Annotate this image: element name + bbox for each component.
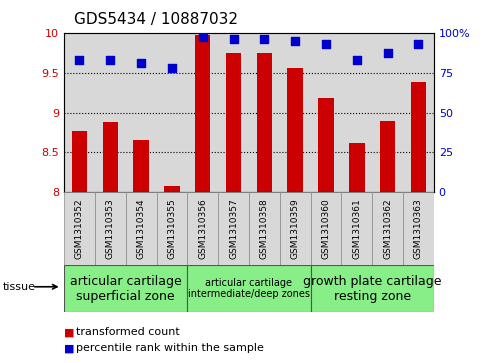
Bar [72,131,87,192]
Text: GSM1310363: GSM1310363 [414,198,423,259]
Text: growth plate cartilage
resting zone: growth plate cartilage resting zone [303,274,441,303]
Bar [411,82,426,192]
Text: GSM1310359: GSM1310359 [291,198,300,259]
Text: GSM1310357: GSM1310357 [229,198,238,259]
Point [384,50,391,56]
Bar [372,192,403,265]
Bar [195,35,211,192]
Text: GSM1310356: GSM1310356 [198,198,207,259]
Bar [126,192,157,265]
Text: GSM1310361: GSM1310361 [352,198,361,259]
Point [291,38,299,44]
Bar [103,122,118,192]
Bar [403,192,434,265]
Text: GDS5434 / 10887032: GDS5434 / 10887032 [74,12,238,27]
Bar [218,192,249,265]
Bar [311,265,434,312]
Point [75,57,83,63]
Bar [134,140,149,192]
Text: GSM1310355: GSM1310355 [168,198,176,259]
Point [106,57,114,63]
Text: GSM1310362: GSM1310362 [383,198,392,259]
Point [137,60,145,66]
Bar [64,192,95,265]
Text: GSM1310354: GSM1310354 [137,198,145,259]
Point [230,36,238,42]
Text: tissue: tissue [2,282,35,292]
Point [168,65,176,71]
Text: GSM1310358: GSM1310358 [260,198,269,259]
Point [199,34,207,40]
Bar [164,186,179,192]
Text: ■: ■ [64,343,74,354]
Point [260,36,268,42]
Bar [95,192,126,265]
Point [322,41,330,47]
Bar [187,192,218,265]
Bar [380,121,395,192]
Bar [257,53,272,192]
Text: articular cartilage
intermediate/deep zones: articular cartilage intermediate/deep zo… [188,278,310,299]
Bar [226,53,241,192]
Point [415,41,423,47]
Bar [64,265,187,312]
Point [353,57,361,63]
Text: transformed count: transformed count [76,327,180,337]
Text: percentile rank within the sample: percentile rank within the sample [76,343,264,354]
Bar [280,192,311,265]
Bar [311,192,341,265]
Bar [318,98,334,192]
Bar [249,192,280,265]
Bar [349,143,364,192]
Text: GSM1310352: GSM1310352 [75,198,84,259]
Text: articular cartilage
superficial zone: articular cartilage superficial zone [70,274,181,303]
Text: GSM1310353: GSM1310353 [106,198,115,259]
Bar [157,192,187,265]
Bar [187,265,311,312]
Text: GSM1310360: GSM1310360 [321,198,330,259]
Text: ■: ■ [64,327,74,337]
Bar [341,192,372,265]
Bar [287,68,303,192]
